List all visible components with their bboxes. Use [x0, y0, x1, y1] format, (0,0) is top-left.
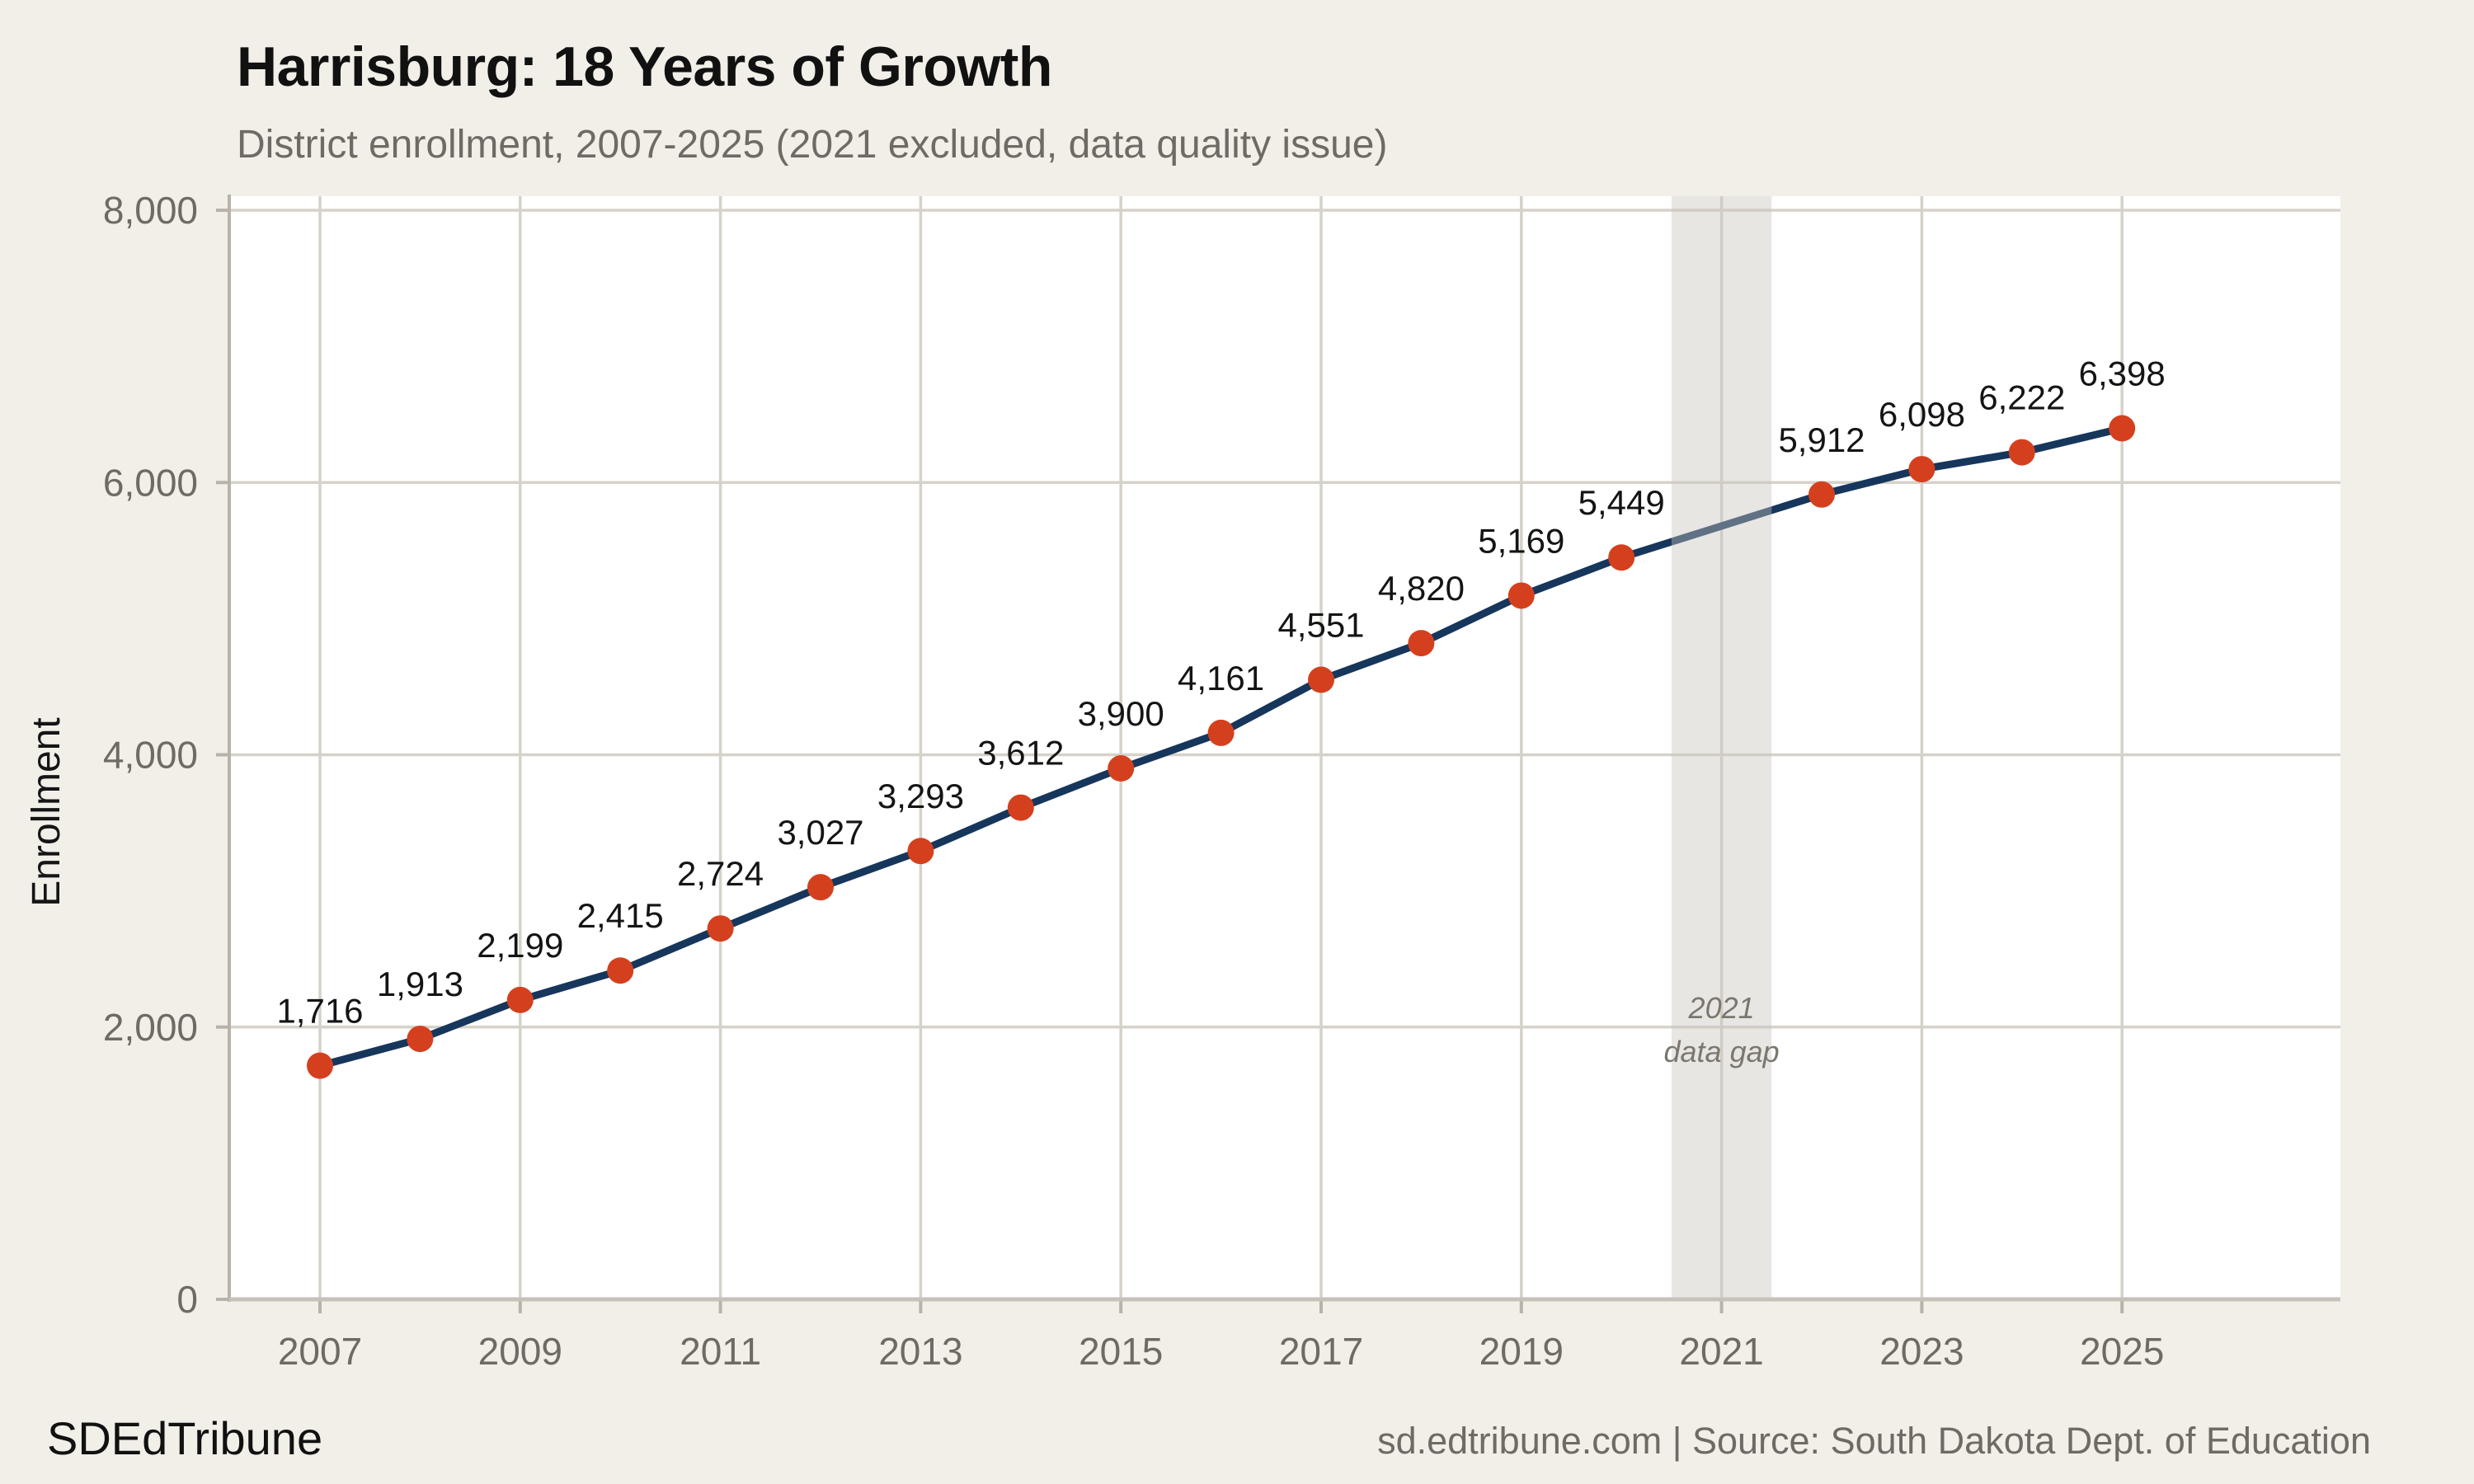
- x-tick-label: 2011: [680, 1330, 761, 1373]
- x-tick-label: 2023: [1879, 1330, 1964, 1373]
- plot-area: [229, 196, 2340, 1299]
- data-point-label: 4,551: [1277, 606, 1364, 645]
- source-attribution: sd.edtribune.com | Source: South Dakota …: [1377, 1420, 2371, 1462]
- data-point: [807, 874, 834, 901]
- data-point-label: 6,098: [1879, 395, 1965, 434]
- y-tick-label: 6,000: [103, 461, 198, 504]
- y-tick-label: 8,000: [103, 189, 198, 232]
- y-tick-label: 4,000: [103, 734, 198, 777]
- data-point: [907, 838, 934, 865]
- data-point: [1507, 582, 1535, 609]
- data-point-label: 3,027: [777, 813, 863, 852]
- x-tick-label: 2009: [478, 1330, 562, 1373]
- data-point-label: 2,199: [477, 926, 563, 965]
- data-point: [607, 957, 634, 984]
- data-gap-annotation: data gap: [1664, 1035, 1780, 1068]
- enrollment-line: [316, 425, 2126, 1070]
- data-point-label: 2,415: [577, 896, 664, 935]
- data-point: [1808, 481, 1835, 508]
- data-gap-annotation: 2021: [1688, 991, 1755, 1025]
- data-point: [1908, 456, 1935, 483]
- data-point: [1207, 719, 1235, 746]
- data-point: [1308, 666, 1334, 693]
- brand-logo-text: SDEdTribune: [47, 1412, 323, 1464]
- data-point: [1408, 630, 1435, 657]
- y-tick-label: 0: [176, 1278, 198, 1321]
- data-point-label: 3,612: [977, 734, 1064, 773]
- data-point: [707, 915, 734, 942]
- data-point-label: 1,913: [377, 965, 463, 1003]
- x-tick-label: 2007: [278, 1330, 362, 1373]
- data-point: [1007, 794, 1034, 821]
- data-point: [2008, 439, 2035, 466]
- data-point-label: 5,169: [1478, 521, 1564, 560]
- data-point-label: 3,900: [1078, 694, 1164, 733]
- data-point-label: 4,161: [1178, 659, 1264, 697]
- y-tick-label: 2,000: [103, 1006, 198, 1049]
- data-point-label: 4,820: [1378, 569, 1465, 608]
- data-point-label: 1,716: [276, 992, 363, 1031]
- x-tick-label: 2013: [878, 1330, 962, 1373]
- chart-title: Harrisburg: 18 Years of Growth: [237, 35, 1052, 98]
- data-point-label: 6,222: [1978, 378, 2065, 417]
- data-point: [2109, 415, 2136, 442]
- x-tick-label: 2019: [1479, 1330, 1564, 1373]
- data-point-label: 2,724: [677, 854, 764, 893]
- chart-subtitle: District enrollment, 2007-2025 (2021 exc…: [237, 123, 1388, 167]
- x-tick-label: 2017: [1279, 1330, 1363, 1373]
- data-point-label: 3,293: [877, 777, 964, 815]
- data-point-label: 5,912: [1778, 420, 1865, 459]
- y-axis-title: Enrollment: [25, 717, 68, 906]
- data-point-label: 5,449: [1578, 483, 1665, 522]
- data-point: [407, 1026, 434, 1053]
- data-point: [1608, 544, 1635, 571]
- data-point: [506, 986, 534, 1013]
- data-point: [307, 1052, 333, 1079]
- x-tick-label: 2025: [2080, 1330, 2164, 1373]
- x-tick-label: 2015: [1079, 1330, 1163, 1373]
- data-point: [1108, 755, 1135, 782]
- data-gap-band: [1671, 196, 1772, 1299]
- x-tick-label: 2021: [1679, 1330, 1763, 1373]
- data-point-label: 6,398: [2079, 355, 2166, 393]
